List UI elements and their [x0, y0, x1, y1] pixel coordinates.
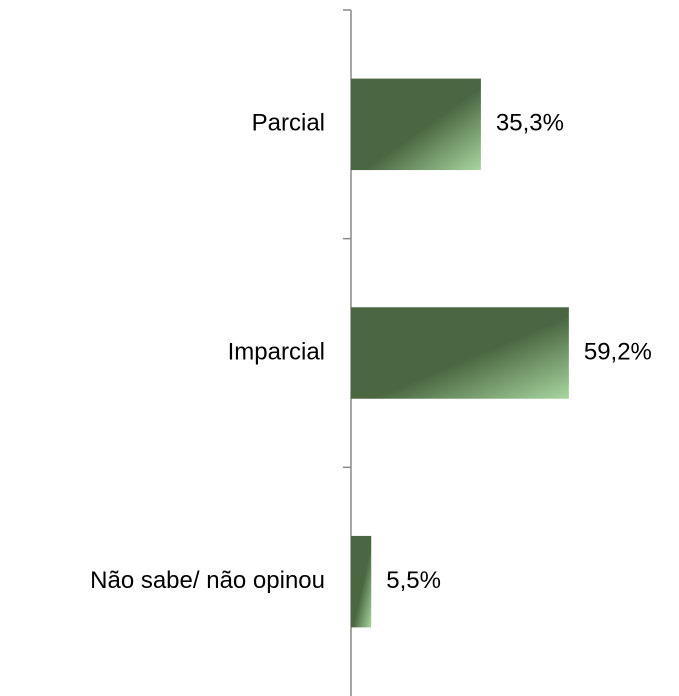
category-label: Não sabe/ não opinou: [90, 567, 325, 594]
bar: [351, 535, 372, 628]
category-label: Imparcial: [228, 338, 325, 365]
category-label: Parcial: [252, 110, 325, 137]
value-label: 35,3%: [496, 110, 564, 137]
value-label: 59,2%: [584, 338, 652, 365]
value-label: 5,5%: [386, 567, 441, 594]
bar: [351, 307, 569, 399]
bar: [351, 78, 481, 171]
